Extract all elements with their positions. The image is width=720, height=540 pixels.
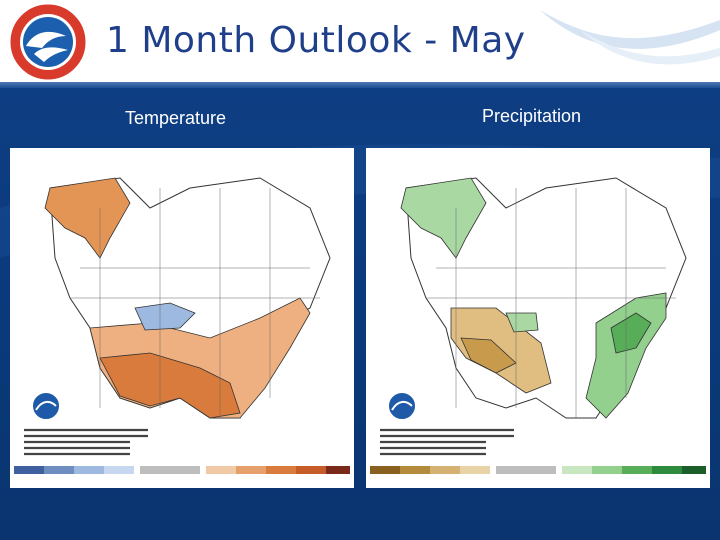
temperature-label: Temperature xyxy=(125,108,227,128)
header-bar: 1 Month Outlook - May xyxy=(0,0,720,82)
temperature-outlook-map-icon xyxy=(10,148,354,488)
precipitation-outlook-map-icon xyxy=(366,148,710,488)
nws-logo-icon xyxy=(9,3,87,81)
page-title: 1 Month Outlook - May xyxy=(106,20,526,61)
precipitation-outlook-map xyxy=(366,148,710,488)
header-swoosh-decoration xyxy=(540,10,720,65)
precipitation-label: Precipitation xyxy=(482,106,582,126)
header-divider xyxy=(0,82,720,88)
temperature-outlook-map xyxy=(10,148,354,488)
